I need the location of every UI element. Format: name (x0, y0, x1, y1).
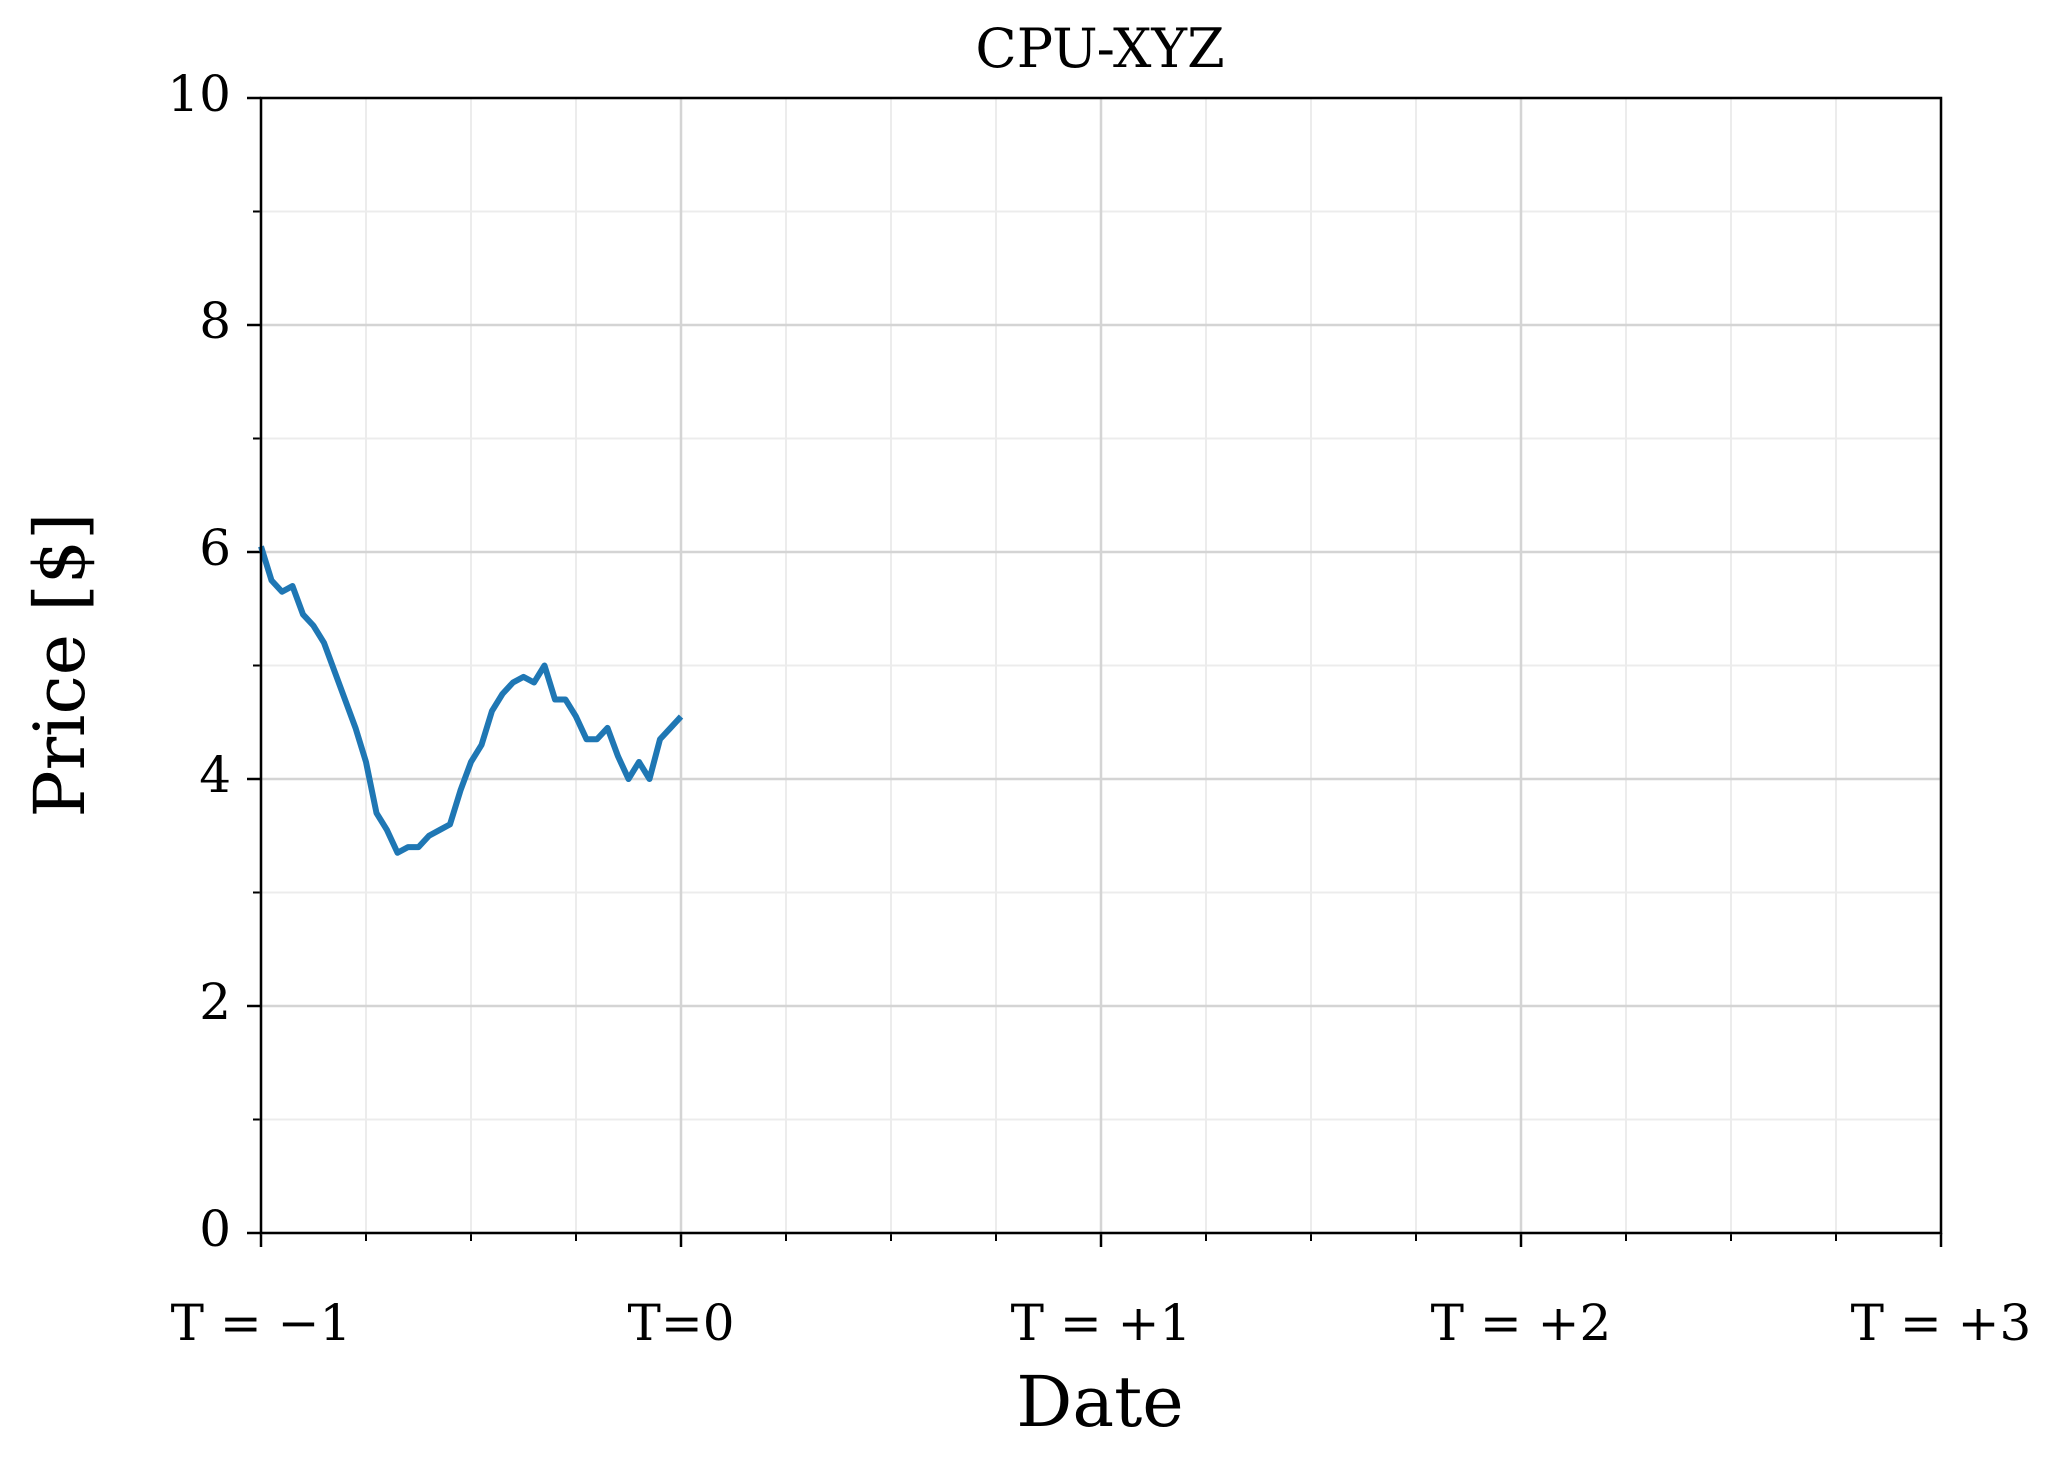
y-tick-label: 2 (199, 973, 231, 1031)
price-line (258, 545, 684, 856)
x-tick-label: T = +3 (1851, 1294, 2032, 1352)
x-tick-label: T = +1 (1011, 1294, 1192, 1352)
x-tick-label: T = −1 (171, 1294, 352, 1352)
y-tick-label: 8 (199, 292, 231, 350)
y-axis-label: Price [$] (19, 513, 101, 818)
plot-frame (259, 96, 1943, 1235)
y-tick-label: 6 (199, 519, 231, 577)
x-tick-label: T = +2 (1431, 1294, 1612, 1352)
x-axis-label: Date (1016, 1361, 1183, 1443)
y-tick-label: 0 (199, 1200, 231, 1258)
x-tick-label: T=0 (627, 1294, 734, 1352)
y-tick-label: 10 (167, 65, 231, 123)
y-tick-label: 4 (199, 746, 231, 804)
chart-title: CPU-XYZ (975, 17, 1224, 80)
